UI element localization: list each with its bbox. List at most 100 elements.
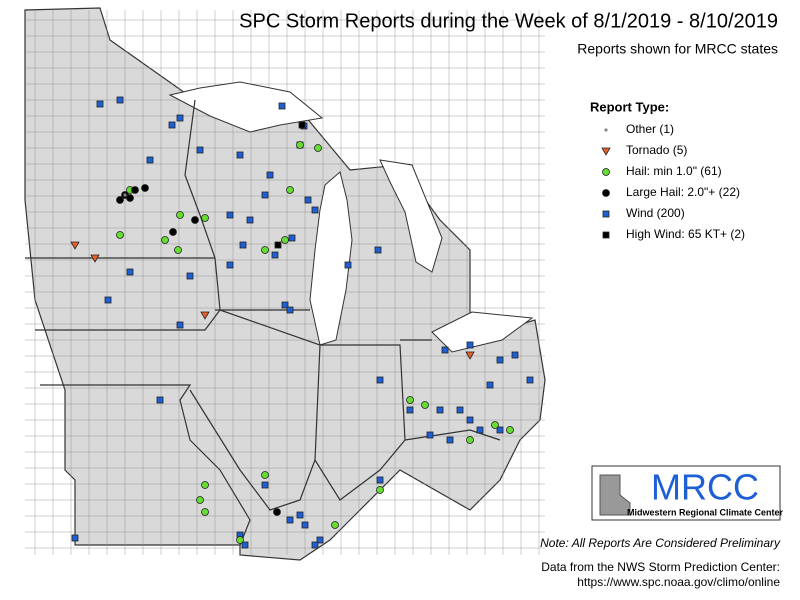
legend-symbol	[601, 147, 611, 156]
subtitle: Reports shown for MRCC states	[577, 41, 778, 57]
lake-huron	[379, 159, 443, 273]
report-marker	[271, 251, 279, 259]
report-marker	[466, 416, 474, 424]
report-marker	[436, 406, 444, 414]
report-marker	[331, 521, 339, 529]
report-marker	[116, 196, 124, 204]
report-marker	[168, 121, 176, 129]
report-marker	[201, 481, 209, 489]
note: Note: All Reports Are Considered Prelimi…	[540, 536, 781, 550]
report-marker	[311, 541, 319, 549]
report-marker	[296, 511, 304, 519]
report-marker	[311, 206, 319, 214]
report-marker	[70, 241, 80, 250]
report-marker	[496, 356, 504, 364]
report-marker	[314, 144, 322, 152]
report-marker	[226, 261, 234, 269]
title: SPC Storm Reports during the Week of 8/1…	[239, 10, 778, 32]
report-marker	[301, 521, 309, 529]
state-border	[314, 344, 406, 501]
report-marker	[466, 341, 474, 349]
report-marker	[146, 156, 154, 164]
report-marker	[126, 194, 134, 202]
report-marker	[71, 534, 79, 542]
report-marker	[261, 481, 269, 489]
report-marker	[266, 171, 274, 179]
report-marker	[526, 376, 534, 384]
report-marker	[274, 241, 282, 249]
report-marker	[376, 376, 384, 384]
report-marker	[316, 536, 324, 544]
legend-title: Report Type:	[590, 99, 669, 114]
report-marker	[486, 381, 494, 389]
report-marker	[374, 246, 382, 254]
report-marker	[273, 508, 281, 516]
report-marker	[96, 100, 104, 108]
logo-icon	[599, 474, 631, 516]
report-marker	[196, 496, 204, 504]
report-marker	[169, 228, 177, 236]
lake-erie	[431, 311, 534, 353]
report-marker	[246, 216, 254, 224]
map	[24, 7, 546, 561]
report-marker	[406, 396, 414, 404]
report-marker	[281, 236, 289, 244]
report-marker	[226, 211, 234, 219]
state-border	[35, 99, 221, 331]
report-marker	[286, 516, 294, 524]
report-marker	[344, 261, 352, 269]
lake-superior	[168, 81, 324, 133]
report-marker	[441, 346, 449, 354]
report-marker	[174, 246, 182, 254]
logo-caption: Midwestern Regional Climate Center	[627, 507, 784, 517]
legend-label: Hail: min 1.0" (61)	[626, 164, 722, 178]
report-marker	[288, 234, 296, 242]
report-marker	[426, 431, 434, 439]
report-marker	[241, 541, 249, 549]
report-marker	[281, 301, 289, 309]
report-marker	[446, 436, 454, 444]
legend-symbol	[602, 168, 610, 176]
report-marker	[186, 272, 194, 280]
report-marker	[116, 96, 124, 104]
report-marker	[376, 476, 384, 484]
legend-symbol	[602, 231, 610, 239]
report-marker	[456, 406, 464, 414]
report-marker	[156, 396, 164, 404]
lake-michigan	[309, 171, 353, 346]
report-marker	[141, 184, 149, 192]
report-marker	[465, 351, 475, 360]
report-marker	[406, 406, 414, 414]
report-marker	[286, 306, 294, 314]
report-marker	[176, 321, 184, 329]
report-marker	[421, 401, 429, 409]
report-marker	[104, 296, 112, 304]
report-marker	[511, 351, 519, 359]
report-marker	[201, 214, 209, 222]
report-marker	[161, 236, 169, 244]
report-marker	[191, 216, 199, 224]
report-marker	[506, 426, 514, 434]
report-marker	[278, 102, 286, 110]
report-marker	[491, 421, 499, 429]
report-marker	[296, 141, 304, 149]
report-marker	[131, 186, 139, 194]
report-marker	[196, 146, 204, 154]
report-marker	[261, 191, 269, 199]
legend-label: Tornado (5)	[626, 143, 687, 157]
legend-label: Other (1)	[626, 122, 674, 136]
legend-symbol	[604, 128, 608, 132]
report-marker	[236, 151, 244, 159]
report-marker	[236, 536, 244, 544]
legend-label: Large Hail: 2.0"+ (22)	[626, 185, 740, 199]
report-marker	[261, 471, 269, 479]
report-marker	[261, 246, 269, 254]
report-marker	[466, 436, 474, 444]
legend-symbol	[602, 210, 610, 218]
report-marker	[476, 426, 484, 434]
state-border	[40, 384, 251, 546]
legend-label: Wind (200)	[626, 206, 685, 220]
source-url: https://www.spc.noaa.gov/climo/online	[577, 575, 780, 589]
report-marker	[201, 508, 209, 516]
